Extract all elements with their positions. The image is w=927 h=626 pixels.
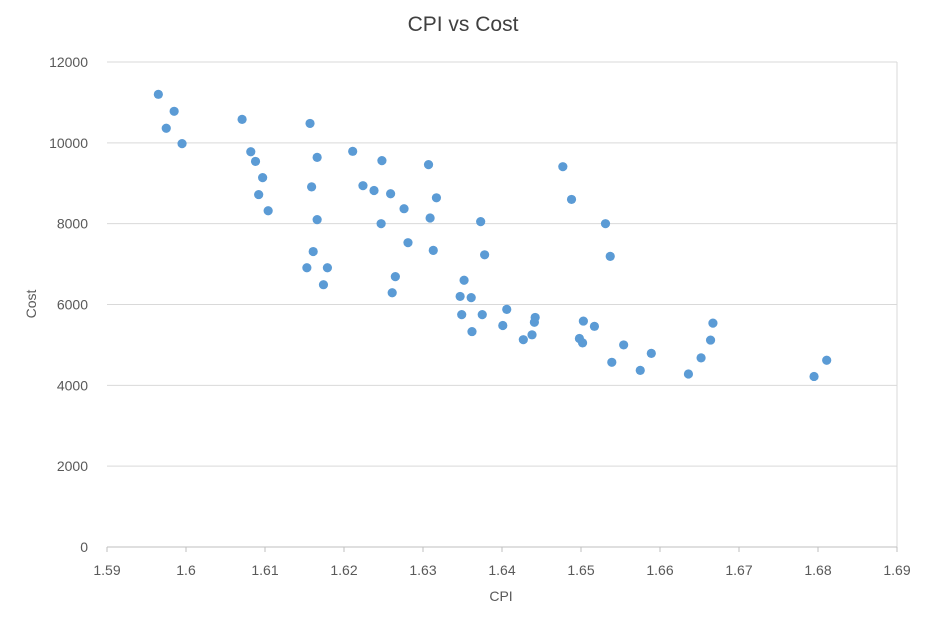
data-point [431, 193, 442, 203]
x-tick-label: 1.62 [330, 562, 357, 578]
data-point [307, 182, 317, 192]
y-tick-label: 12000 [49, 54, 88, 70]
data-point [498, 320, 508, 331]
data-point [423, 160, 434, 170]
chart-title: CPI vs Cost [408, 13, 519, 36]
data-point [696, 353, 706, 363]
data-point [377, 156, 387, 166]
data-point [250, 156, 261, 167]
x-tick-label: 1.61 [251, 562, 278, 578]
data-point [386, 189, 396, 199]
data-point [322, 263, 333, 273]
data-point [467, 326, 477, 337]
y-tick-label: 2000 [57, 458, 88, 474]
data-point [428, 245, 438, 255]
data-point [455, 291, 465, 302]
data-point [305, 118, 315, 129]
data-point [480, 250, 490, 260]
data-point [822, 355, 832, 365]
x-tick-label: 1.65 [567, 562, 594, 578]
data-point [312, 215, 322, 225]
y-tick-label: 4000 [57, 377, 88, 393]
x-tick-label: 1.68 [804, 562, 831, 578]
y-tick-label: 10000 [49, 135, 88, 151]
x-tick-labels: 1.59 1.6 1.61 1.62 1.63 1.64 1.65 1.66 1.67 1.68 1… [93, 562, 910, 578]
data-point [502, 304, 512, 314]
data-point [589, 321, 600, 331]
data-point [578, 316, 588, 326]
data-point [263, 206, 273, 216]
data-point [246, 147, 256, 157]
y-tick-label: 8000 [57, 216, 88, 232]
data-point [577, 338, 588, 348]
y-tick-label: 6000 [57, 297, 88, 313]
data-point [530, 312, 540, 323]
data-point [376, 219, 386, 229]
x-tick-label: 1.66 [646, 562, 673, 578]
data-point [646, 348, 656, 359]
data-point [318, 280, 329, 290]
data-point [527, 330, 537, 340]
x-tick-label: 1.67 [725, 562, 752, 578]
x-tick-label: 1.63 [409, 562, 436, 578]
data-point [425, 213, 435, 223]
data-point [708, 318, 718, 328]
data-point [399, 204, 409, 214]
data-point [358, 181, 368, 191]
data-point [237, 114, 247, 124]
data-point [607, 357, 617, 367]
x-tick-label: 1.6 [176, 562, 196, 578]
data-point [466, 293, 476, 303]
data-point [254, 189, 264, 200]
data-point [390, 272, 400, 282]
data-point [457, 310, 467, 320]
axes [106, 546, 898, 552]
data-point [566, 194, 577, 205]
x-axis-label: CPI [489, 588, 512, 604]
data-point [258, 172, 268, 183]
data-point [348, 146, 358, 156]
data-point [302, 263, 312, 273]
y-axis-label: Cost [23, 290, 39, 319]
data-point [477, 310, 487, 320]
data-point [476, 217, 486, 227]
data-point [161, 123, 171, 133]
data-point [459, 275, 469, 285]
data-point [369, 185, 379, 196]
data-point [169, 106, 179, 116]
y-tick-labels: 0 2000 4000 6000 8000 10000 12000 [49, 54, 88, 555]
x-tick-label: 1.64 [488, 562, 515, 578]
data-point [153, 89, 163, 99]
data-point [635, 365, 645, 375]
x-tick-label: 1.69 [883, 562, 910, 578]
data-point [705, 335, 716, 345]
data-point [683, 369, 694, 379]
data-point [809, 371, 819, 382]
data-point [387, 288, 397, 298]
data-point [605, 251, 615, 262]
data-points [153, 89, 832, 382]
data-point [403, 238, 413, 248]
data-point [177, 139, 187, 149]
data-point [518, 335, 528, 345]
data-point [558, 162, 568, 172]
gridlines [107, 61, 898, 547]
x-tick-label: 1.59 [93, 562, 120, 578]
y-tick-label: 0 [80, 539, 88, 555]
data-point [312, 152, 322, 162]
data-point [600, 219, 611, 229]
data-point [619, 340, 629, 350]
data-point [308, 246, 318, 257]
